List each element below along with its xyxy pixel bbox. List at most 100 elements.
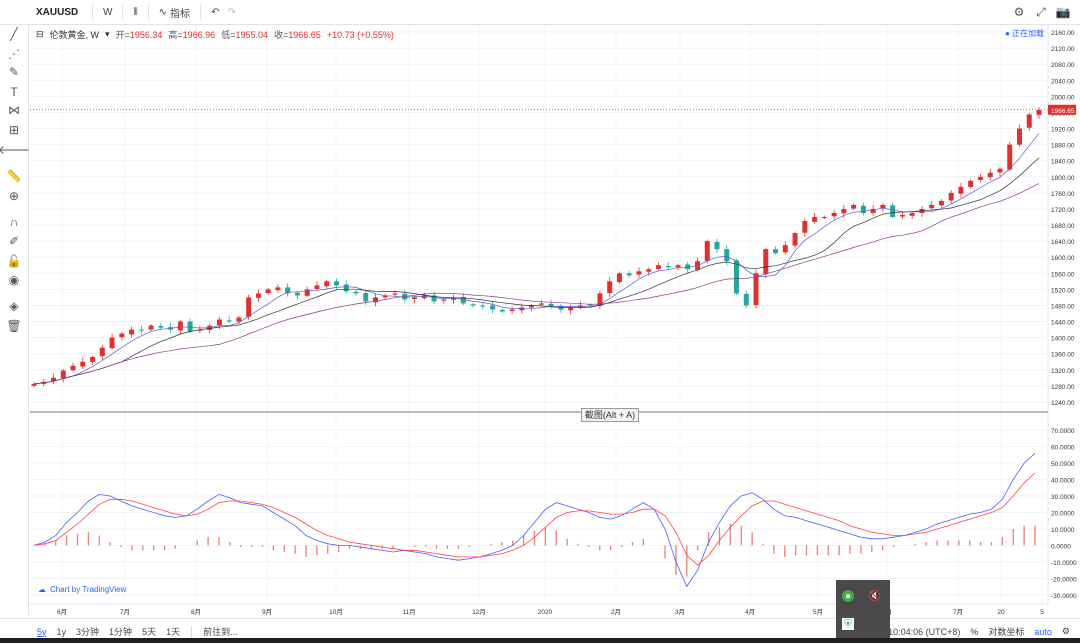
range-5d[interactable]: 5天 bbox=[142, 627, 157, 637]
candle-body bbox=[997, 168, 1003, 173]
range-5y[interactable]: 5y bbox=[37, 626, 47, 637]
macd-tick-label: -10.0000 bbox=[1051, 560, 1077, 567]
divider bbox=[147, 4, 149, 20]
speaker-muted-icon[interactable]: 🔇 bbox=[868, 590, 882, 602]
legend-dropdown-icon[interactable]: ▾ bbox=[105, 29, 110, 39]
candle-body bbox=[314, 285, 320, 289]
candle-body bbox=[753, 273, 759, 306]
interval-button[interactable]: W bbox=[103, 6, 113, 18]
screenshot-tooltip: 截图(Alt + A) bbox=[581, 408, 639, 422]
indicators-button[interactable]: ∿ 指标 bbox=[155, 5, 194, 20]
legend-collapse-icon[interactable]: ⊟ bbox=[36, 29, 44, 39]
candle-body bbox=[880, 204, 886, 209]
candle-body bbox=[451, 297, 457, 300]
candle-body bbox=[568, 307, 574, 311]
taskbar bbox=[0, 638, 1080, 643]
goto-date-button[interactable]: 前往到... bbox=[203, 627, 238, 637]
camera-icon[interactable]: 📷 bbox=[1055, 5, 1071, 19]
candle-body bbox=[480, 305, 486, 307]
layers-icon[interactable]: ◈ bbox=[9, 299, 19, 313]
pitchfork-icon[interactable]: ⋰ bbox=[8, 47, 20, 61]
candle-body bbox=[587, 304, 593, 306]
candle-body bbox=[460, 297, 466, 304]
text-icon[interactable]: T bbox=[10, 85, 18, 99]
shield-icon[interactable]: ⛨ bbox=[842, 618, 854, 630]
candle-body bbox=[1026, 114, 1032, 128]
candle-body bbox=[246, 297, 252, 317]
candle-body bbox=[626, 273, 632, 276]
price-tag-bg bbox=[1048, 104, 1076, 115]
redo-button[interactable]: ↷ bbox=[227, 6, 236, 18]
ruler-icon[interactable]: 📏 bbox=[6, 169, 22, 183]
candle-body bbox=[138, 329, 144, 331]
candle-body bbox=[655, 265, 661, 269]
candle-body bbox=[802, 221, 808, 233]
macd-tick-label: -20.0000 bbox=[1051, 576, 1077, 583]
lock-drawing-icon[interactable]: ✐ bbox=[8, 234, 20, 248]
trash-icon[interactable]: 🗑 bbox=[6, 319, 22, 333]
candle-body bbox=[977, 176, 983, 181]
time-tick-label: 2月 bbox=[611, 608, 621, 616]
candle-body bbox=[373, 297, 379, 303]
candle-body bbox=[70, 365, 76, 371]
loading-status: ● 正在加载 bbox=[1004, 29, 1044, 38]
macd-tick-label: 10.0000 bbox=[1051, 527, 1075, 534]
chart-svg[interactable]: 2160.002120.002080.002040.002000.001960.… bbox=[0, 0, 1080, 618]
candle-body bbox=[148, 325, 154, 330]
chart-legend: ⊟ 伦敦黄金, W ▾ 开=1956.34 高=1966.96 低=1955.0… bbox=[36, 28, 394, 41]
candle-body bbox=[782, 245, 788, 253]
range-1y[interactable]: 1y bbox=[56, 626, 67, 637]
macd-tick-label: -30.0000 bbox=[1051, 593, 1077, 600]
wechat-icon[interactable]: ● bbox=[842, 590, 854, 602]
log-scale-toggle[interactable]: 对数坐标 bbox=[988, 627, 1025, 637]
candle-body bbox=[1036, 110, 1042, 115]
price-tick-label: 1520.00 bbox=[1051, 287, 1075, 294]
back-arrow-icon[interactable]: 🡐 bbox=[0, 142, 31, 157]
candle-body bbox=[704, 241, 710, 261]
undo-button[interactable]: ↶ bbox=[211, 6, 220, 18]
range-1d[interactable]: 1天 bbox=[166, 627, 181, 637]
time-tick-label: 7月 bbox=[953, 608, 963, 616]
time-tick-label: 8月 bbox=[191, 608, 201, 616]
candle-body bbox=[860, 205, 866, 213]
chart-type-button[interactable]: ⫴ bbox=[129, 7, 141, 18]
settings-gear-icon[interactable]: ⚙ bbox=[1061, 626, 1070, 636]
candle-body bbox=[685, 264, 691, 270]
candle-body bbox=[90, 356, 96, 362]
system-tray-popup: ● 🔇 ⛨ bbox=[836, 580, 890, 638]
magnet-icon[interactable]: ∩ bbox=[9, 215, 19, 229]
candle-body bbox=[265, 289, 271, 293]
range-1m[interactable]: 1分钟 bbox=[109, 627, 133, 637]
brush-icon[interactable]: ✎ bbox=[8, 65, 20, 79]
lock-icon[interactable]: 🔓 bbox=[6, 254, 22, 268]
tv-logo-text: Chart by TradingView bbox=[50, 585, 127, 594]
divider bbox=[92, 4, 93, 20]
price-tick-label: 1800.00 bbox=[1051, 175, 1075, 182]
candle-body bbox=[392, 293, 398, 295]
candle-body bbox=[724, 249, 730, 262]
candle-body bbox=[441, 299, 447, 301]
prediction-icon[interactable]: ⊞ bbox=[8, 123, 20, 137]
settings-icon[interactable]: ⚙ bbox=[1013, 5, 1025, 19]
eye-icon[interactable]: ◉ bbox=[8, 273, 20, 287]
pattern-icon[interactable]: ⋈ bbox=[8, 103, 20, 117]
trendline-icon[interactable]: ╱ bbox=[10, 27, 18, 41]
price-tick-label: 2040.00 bbox=[1051, 78, 1075, 85]
symbol-search[interactable]: XAUUSD bbox=[36, 6, 79, 18]
zoom-in-icon[interactable]: ⊕ bbox=[8, 189, 20, 203]
percent-toggle[interactable]: % bbox=[970, 626, 979, 637]
candle-body bbox=[109, 337, 115, 349]
candle-body bbox=[421, 295, 427, 299]
range-3m[interactable]: 3分钟 bbox=[76, 627, 100, 637]
moving-averages bbox=[33, 133, 1040, 385]
tradingview-logo[interactable]: ☁ Chart by TradingView bbox=[38, 585, 126, 594]
price-tick-label: 2000.00 bbox=[1051, 94, 1075, 101]
candle-body bbox=[431, 295, 437, 302]
candle-body bbox=[236, 317, 242, 322]
candle-body bbox=[324, 281, 330, 287]
candles-icon: ⫴ bbox=[133, 6, 138, 18]
candle-body bbox=[304, 289, 310, 296]
time-tick-label: 5月 bbox=[813, 608, 823, 616]
auto-scale-toggle[interactable]: auto bbox=[1034, 626, 1052, 637]
fullscreen-icon[interactable]: ⤢ bbox=[1036, 4, 1046, 19]
